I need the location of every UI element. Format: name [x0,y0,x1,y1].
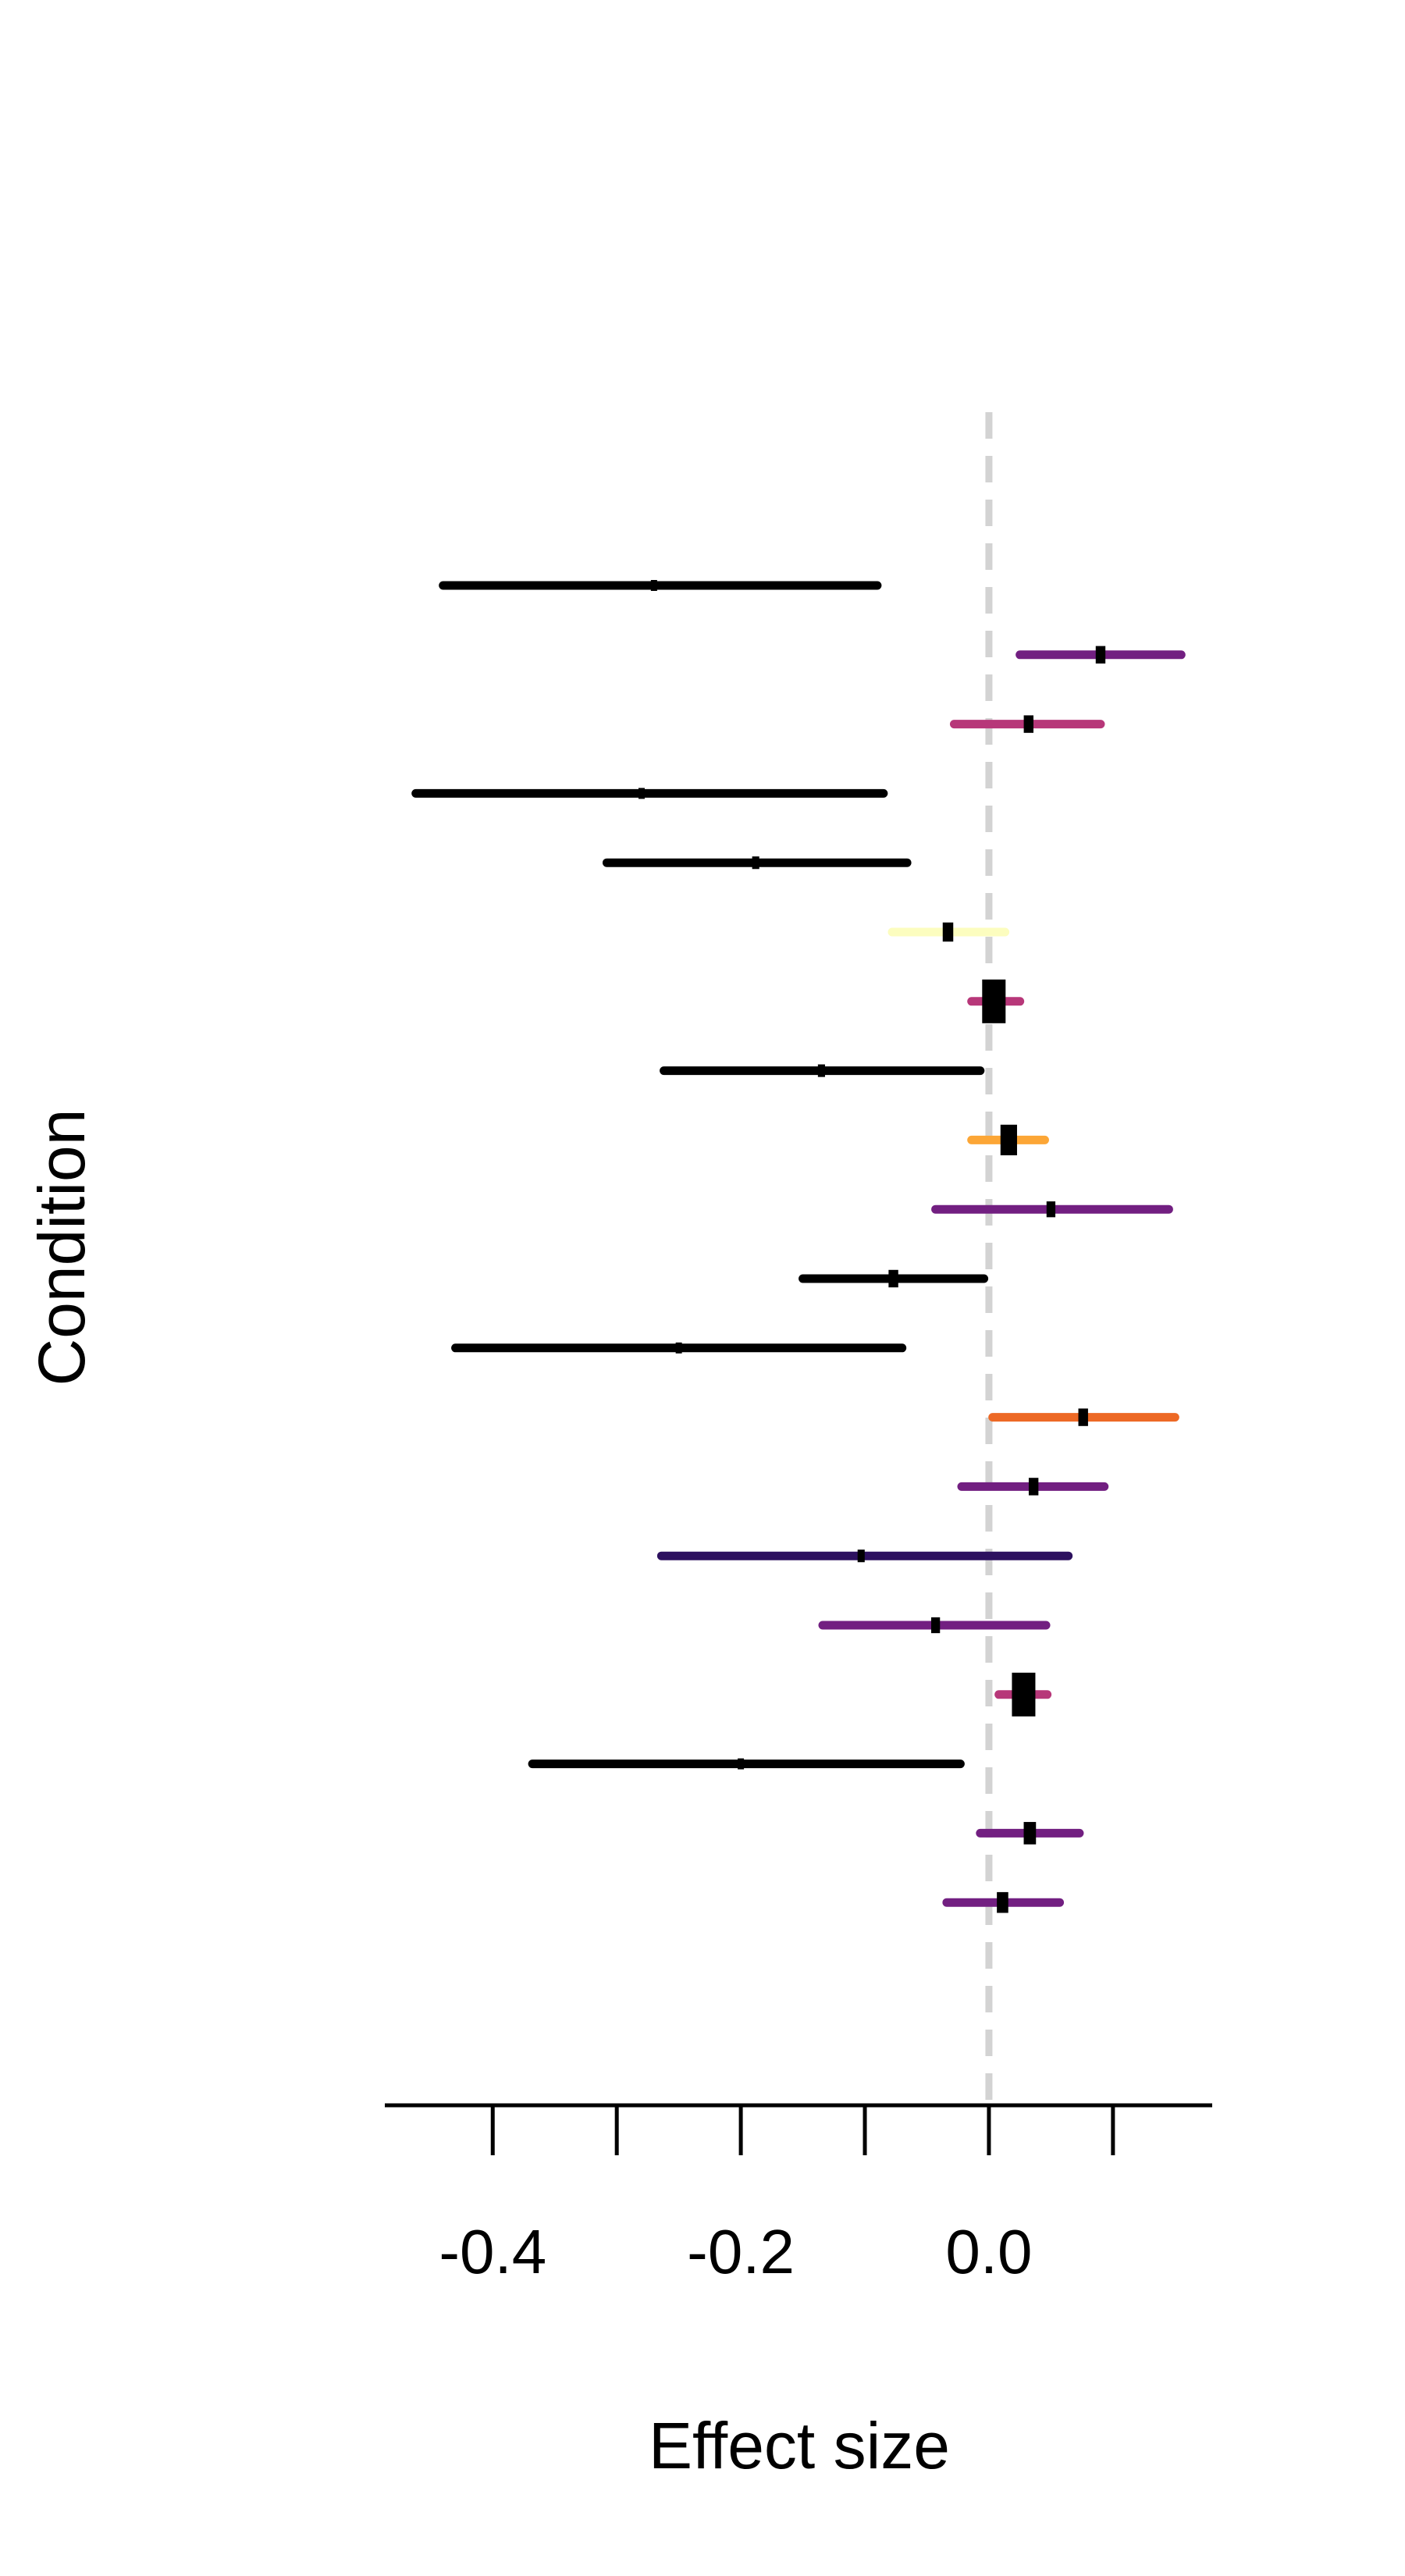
forest-row [967,979,1025,1023]
point-estimate [1046,1201,1056,1218]
point-estimate [738,1758,745,1770]
x-tick-label: -0.2 [687,2217,795,2286]
forest-row [942,1891,1065,1913]
forest-row [660,1064,985,1077]
forest-row [818,1617,1051,1634]
forest-row [957,1478,1109,1496]
point-estimate [997,1891,1008,1913]
forest-row [451,1342,907,1354]
forest-row [967,1124,1049,1155]
point-estimate [942,922,954,942]
point-estimate [817,1064,825,1077]
point-estimate [1023,1822,1037,1845]
x-axis: -0.4 -0.2 0.0 [385,2103,1212,2286]
forest-row [439,580,882,591]
point-estimate [638,788,645,799]
x-axis-title: Effect size [649,2409,950,2482]
point-estimate [888,1269,898,1288]
forest-row [887,922,1010,942]
forest-row [976,1822,1084,1845]
rows-layer [411,580,1186,1913]
point-estimate [1023,715,1033,733]
forest-row [411,788,888,799]
point-estimate [1078,1408,1088,1426]
point-estimate [857,1550,865,1563]
forest-row [656,1550,1073,1563]
point-estimate [1095,646,1106,664]
forest-row [528,1758,965,1770]
point-estimate [1000,1124,1017,1155]
point-estimate [1012,1672,1036,1717]
point-estimate [930,1617,941,1634]
forest-row [994,1672,1052,1717]
point-estimate [982,979,1006,1023]
y-axis-title: Condition [25,1109,98,1386]
x-tick-label: 0.0 [945,2217,1032,2286]
forest-row [949,715,1105,733]
forest-row [1016,646,1186,664]
forest-row [799,1269,989,1288]
forest-row [988,1408,1179,1426]
point-estimate [1028,1478,1039,1496]
x-tick-label: -0.4 [439,2217,546,2286]
point-estimate [752,856,759,870]
forest-row [931,1201,1173,1218]
point-estimate [675,1342,682,1354]
point-estimate [650,580,657,591]
forest-row [602,856,912,870]
